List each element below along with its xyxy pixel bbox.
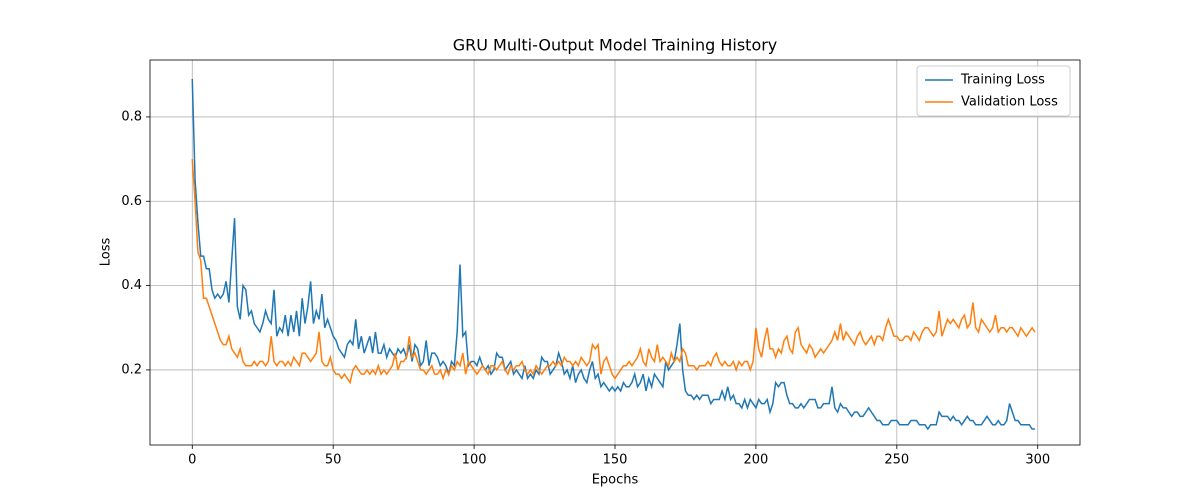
plot-frame — [149, 59, 1081, 446]
y-tick-label: 0.8 — [121, 109, 142, 124]
x-axis-label: Epochs — [592, 473, 639, 488]
x-tick-label: 100 — [462, 453, 487, 468]
x-tick-label: 150 — [603, 453, 628, 468]
y-tick-label: 0.4 — [121, 278, 142, 293]
x-tick-label: 0 — [188, 453, 196, 468]
y-tick-label: 0.2 — [121, 362, 142, 377]
y-axis-label: Loss — [99, 238, 114, 267]
legend-label: Training Loss — [960, 73, 1045, 88]
x-tick-label: 250 — [884, 453, 909, 468]
x-tick-label: 50 — [325, 453, 342, 468]
chart-title: GRU Multi-Output Model Training History — [453, 36, 778, 55]
series-line — [191, 78, 1035, 431]
y-tick-label: 0.6 — [121, 194, 142, 209]
series-line — [191, 159, 1036, 385]
legend-label: Validation Loss — [961, 95, 1058, 110]
x-tick-label: 300 — [1025, 453, 1050, 468]
legend-box — [916, 65, 1071, 117]
x-tick-label: 200 — [743, 453, 768, 468]
